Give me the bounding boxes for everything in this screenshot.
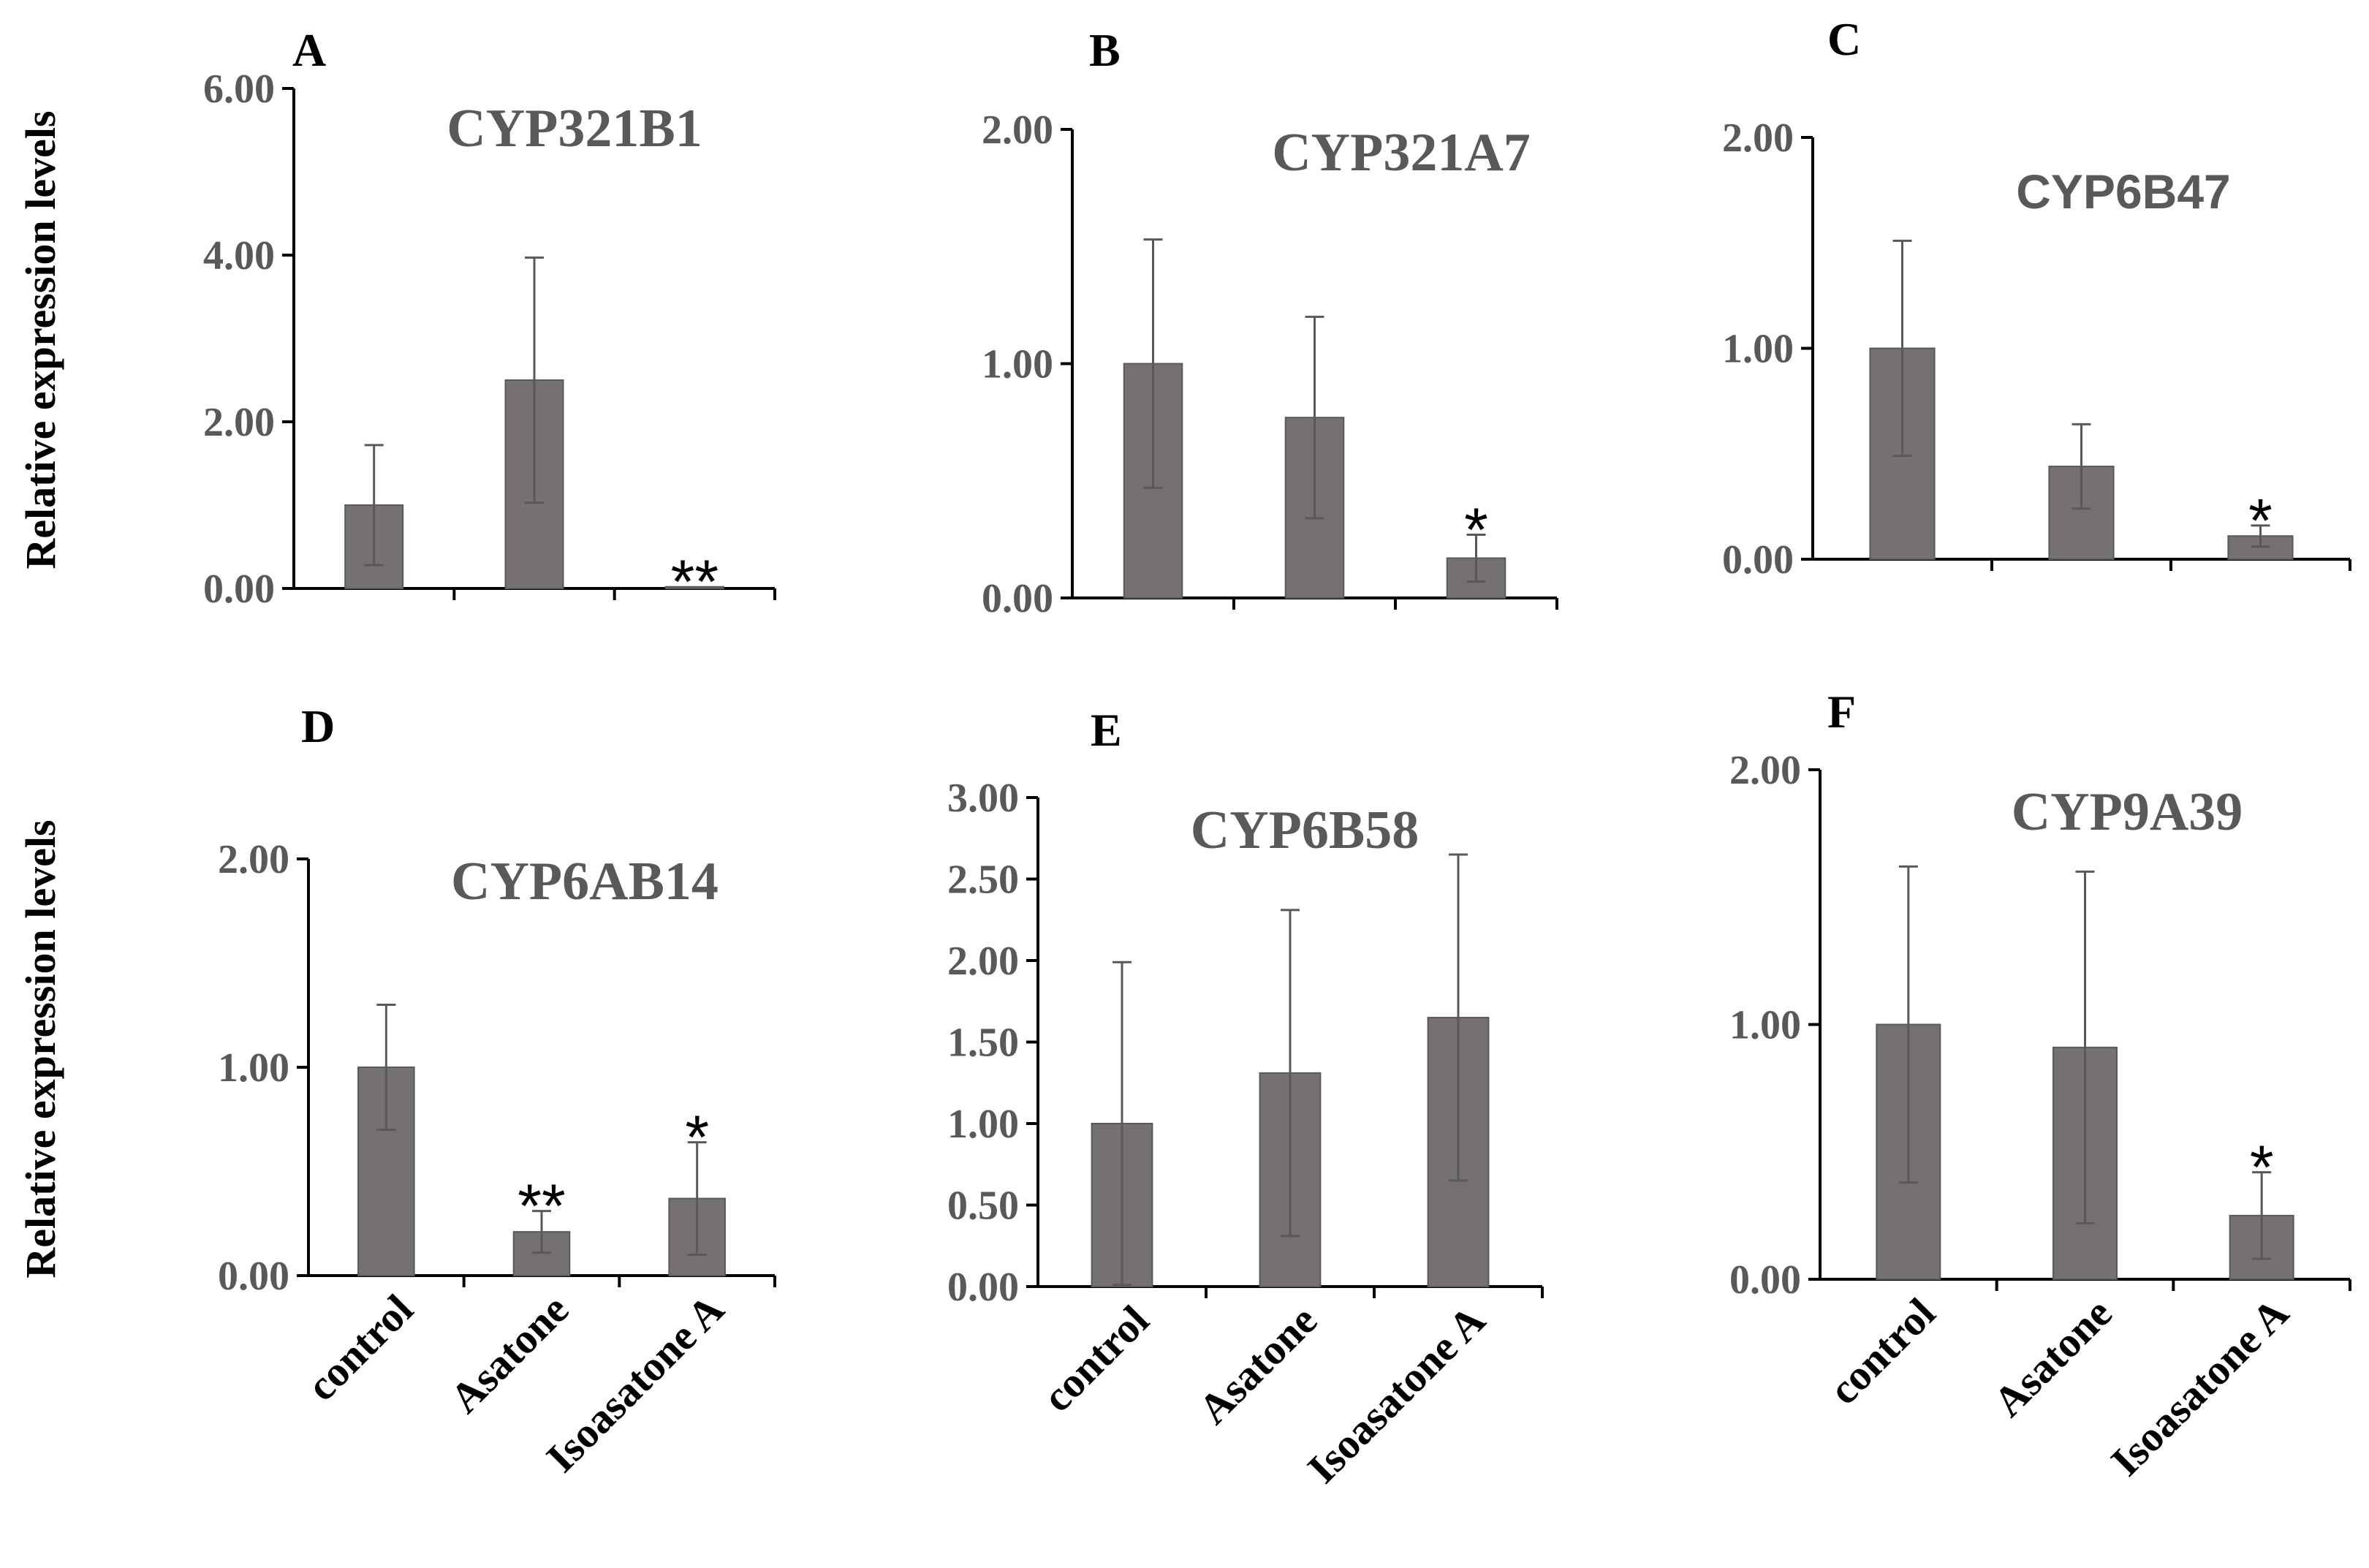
- y-tick-label: 1.00: [218, 1045, 289, 1091]
- panel-letter: D: [301, 700, 335, 752]
- y-tick-label: 3.00: [947, 776, 1019, 821]
- panel-f: F CYP9A39 0.00 1.00 2.00 control Asatone * Isoas…: [1729, 686, 2351, 1485]
- panel-e: E CYP6B58 0.00 0.50 1.00 1.50 2.00 2.50 3.00 cont…: [947, 704, 1544, 1492]
- y-tick-label: 1.50: [947, 1020, 1019, 1066]
- y-tick-label: 1.00: [947, 1102, 1019, 1147]
- category-label: Asatone: [441, 1285, 577, 1422]
- significance-marker: *: [1464, 495, 1488, 564]
- y-tick-label: 4.00: [203, 233, 275, 279]
- y-tick-label: 2.50: [947, 857, 1019, 903]
- y-tick-label: 0.00: [982, 576, 1053, 621]
- y-axis-label: Relative expression levels: [17, 819, 64, 1278]
- panel-letter: C: [1827, 13, 1861, 65]
- significance-marker: **: [671, 548, 719, 616]
- panel-letter: A: [292, 24, 326, 76]
- panel-d: DCYP6AB140.001.002.00control**Asatone*Is…: [17, 700, 776, 1481]
- category-label: Asatone: [1984, 1289, 2120, 1425]
- significance-marker: *: [685, 1103, 709, 1172]
- category-label: Isoasatone A: [1298, 1296, 1494, 1492]
- y-tick-label: 6.00: [203, 67, 275, 112]
- category-label: Asatone: [1189, 1296, 1326, 1433]
- y-tick-label: 1.00: [982, 342, 1053, 387]
- category-label: control: [1034, 1296, 1159, 1421]
- chart-title: CYP321A7: [1272, 123, 1531, 183]
- bar: [664, 586, 724, 589]
- significance-marker: **: [518, 1172, 565, 1241]
- y-tick-label: 1.00: [1729, 1003, 1801, 1048]
- panel-letter: F: [1827, 686, 1856, 738]
- chart-title: CYP9A39: [2012, 782, 2243, 842]
- significance-marker: *: [2248, 486, 2273, 555]
- category-label: control: [297, 1285, 422, 1410]
- y-tick-label: 2.00: [1729, 748, 1801, 793]
- panel-a: A CYP321B1 0.00 2.00 4.00 6.00 ** Relative expr…: [17, 24, 776, 616]
- y-tick-label: 1.00: [1722, 327, 1794, 372]
- y-tick-label: 0.50: [947, 1183, 1019, 1229]
- panel-letter: B: [1089, 24, 1121, 76]
- y-tick-label: 0.00: [203, 567, 275, 612]
- panel-c: C CYP6B47 0.00 1.00 2.00 *: [1722, 13, 2351, 583]
- chart-title: CYP6B58: [1191, 800, 1419, 860]
- y-tick-label: 2.00: [947, 939, 1019, 984]
- y-tick-label: 0.00: [1729, 1257, 1801, 1303]
- category-label: control: [1820, 1289, 1945, 1414]
- panel-letter: E: [1091, 704, 1122, 756]
- chart-title: CYP321B1: [447, 99, 702, 159]
- panel-b: B CYP321A7 0.00 1.00 2.00 *: [982, 24, 1558, 621]
- y-tick-label: 0.00: [218, 1254, 289, 1299]
- category-label: Isoasatone A: [2101, 1289, 2297, 1485]
- significance-marker: *: [2250, 1133, 2274, 1202]
- y-tick-label: 0.00: [947, 1265, 1019, 1310]
- chart-title: CYP6AB14: [451, 852, 719, 912]
- y-tick-label: 2.00: [203, 400, 275, 445]
- y-tick-label: 0.00: [1722, 537, 1794, 583]
- chart-title: CYP6B47: [2016, 164, 2231, 219]
- y-tick-label: 2.00: [1722, 115, 1794, 161]
- y-tick-label: 2.00: [982, 107, 1053, 153]
- y-axis-label: Relative expression levels: [17, 110, 64, 569]
- y-tick-label: 2.00: [218, 837, 289, 882]
